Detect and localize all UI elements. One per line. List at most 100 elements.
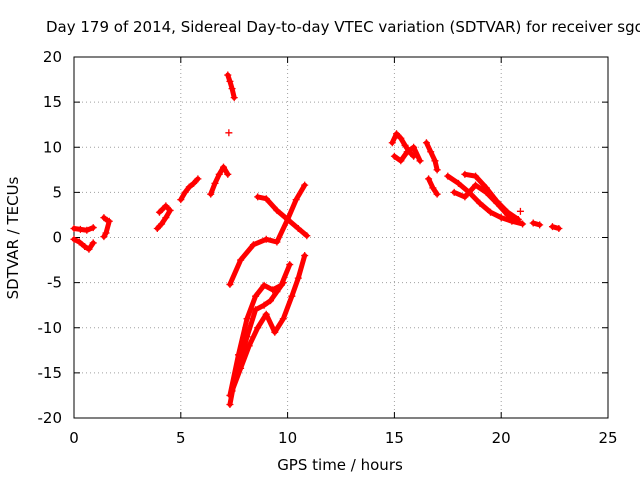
series-seg-t <box>461 170 522 223</box>
data-point-seg-r-5 <box>497 214 505 222</box>
data-point-seg-l-0 <box>226 391 234 399</box>
data-point-seg-w-0 <box>548 223 556 231</box>
data-point-seg-m-4 <box>262 310 270 318</box>
data-point-seg-e-1 <box>181 188 189 196</box>
y-tick-label-0: -20 <box>38 409 63 427</box>
data-point-seg-g-0 <box>224 71 232 79</box>
data-point-seg-f-0 <box>207 190 215 198</box>
data-point-seg-m-8 <box>294 274 302 282</box>
data-point-seg-g-3 <box>230 94 238 102</box>
data-point-seg-j-5 <box>303 232 311 240</box>
data-point-seg-m-3 <box>254 324 262 332</box>
y-tick-label-5: 5 <box>52 183 62 201</box>
data-point-seg-i-1 <box>237 256 245 264</box>
data-point-seg-t-2 <box>482 184 490 192</box>
data-point-seg-m-5 <box>271 328 279 336</box>
y-tick-label-7: 15 <box>43 93 62 111</box>
data-point-seg-v-1 <box>536 221 544 229</box>
series-seg-e <box>177 175 202 204</box>
data-point-seg-n-2 <box>397 134 405 142</box>
series-seg-m <box>228 252 309 395</box>
data-point-seg-j-1 <box>262 195 270 203</box>
data-point-seg-a-3 <box>89 224 97 232</box>
data-point-seg-f-4 <box>224 170 232 178</box>
data-point-seg-m-2 <box>245 342 253 350</box>
chart-title: Day 179 of 2014, Sidereal Day-to-day VTE… <box>46 18 640 36</box>
series-seg-a <box>70 224 97 234</box>
data-point-seg-r-0 <box>444 172 452 180</box>
data-point-seg-q-1 <box>429 184 437 192</box>
series-trace-seg-p <box>423 140 440 173</box>
data-point-seg-l-6 <box>277 281 285 289</box>
data-point-seg-d-0 <box>153 224 161 232</box>
data-point-seg-c-4 <box>100 233 108 241</box>
data-point-seg-p-1 <box>427 148 435 156</box>
data-point-seg-i-0 <box>226 280 234 288</box>
x-tick-label-5: 25 <box>598 429 617 447</box>
data-point-seg-n-0 <box>388 139 396 147</box>
data-point-seg-b-4 <box>89 239 97 247</box>
series-seg-h <box>225 129 233 137</box>
data-point-seg-i-3 <box>262 235 270 243</box>
data-point-seg-d-1 <box>158 220 166 228</box>
data-point-seg-b-0 <box>70 235 78 243</box>
data-point-seg-j-3 <box>284 215 292 223</box>
data-point-seg-j-2 <box>273 206 281 214</box>
data-point-seg-r-3 <box>476 199 484 207</box>
data-point-seg-q-0 <box>425 175 433 183</box>
data-point-seg-j-4 <box>294 224 302 232</box>
series-trace-seg-g <box>225 72 237 101</box>
series-seg-c <box>100 214 113 241</box>
data-point-seg-j-0 <box>254 193 262 201</box>
y-axis-label: SDTVAR / TECUs <box>4 176 22 299</box>
data-point-seg-d-3 <box>166 206 174 214</box>
data-point-seg-l-1 <box>234 351 242 359</box>
data-point-seg-o-1 <box>397 157 405 165</box>
data-point-seg-n-3 <box>401 141 409 149</box>
data-point-seg-o-0 <box>390 152 398 160</box>
series-seg-u <box>516 207 524 215</box>
series-seg-v <box>529 219 544 229</box>
data-point-seg-m-0 <box>228 387 236 395</box>
data-point-seg-r-7 <box>519 220 527 228</box>
data-point-seg-k-4 <box>252 306 260 314</box>
grid <box>74 57 608 418</box>
data-point-seg-a-0 <box>70 224 78 232</box>
series-seg-g <box>224 71 238 102</box>
data-point-seg-d-2 <box>162 214 170 222</box>
data-point-seg-e-4 <box>194 175 202 183</box>
y-tick-label-3: -5 <box>47 274 62 292</box>
data-point-seg-t-0 <box>461 170 469 178</box>
data-point-seg-g-1 <box>226 77 234 85</box>
data-point-seg-r-1 <box>454 179 462 187</box>
data-point-seg-l-3 <box>252 292 260 300</box>
series-seg-l <box>226 261 294 399</box>
data-series <box>70 71 563 408</box>
x-tick-label-4: 20 <box>492 429 511 447</box>
data-point-seg-a-1 <box>76 225 84 233</box>
data-point-seg-r-4 <box>487 208 495 216</box>
data-point-seg-a-2 <box>83 226 91 234</box>
data-point-seg-n-1 <box>393 130 401 138</box>
data-point-seg-m-1 <box>237 364 245 372</box>
data-point-seg-i-7 <box>301 181 309 189</box>
y-tick-label-4: 0 <box>52 229 62 247</box>
data-point-seg-l-7 <box>286 261 294 269</box>
data-point-seg-i-6 <box>292 196 300 204</box>
x-tick-label-1: 5 <box>176 429 186 447</box>
data-point-seg-w-1 <box>555 224 563 232</box>
data-point-seg-o-2 <box>403 148 411 156</box>
axis-ticks: 0 5 10 15 20 25 -20 -15 -10 -5 0 5 10 15 20 <box>38 48 618 447</box>
series-seg-d <box>153 202 174 232</box>
data-point-seg-b-2 <box>81 243 89 251</box>
data-point-seg-m-9 <box>301 252 309 260</box>
x-tick-label-2: 10 <box>278 429 297 447</box>
y-tick-label-6: 10 <box>43 138 62 156</box>
data-point-seg-b-3 <box>85 245 93 253</box>
data-point-seg-t-1 <box>472 172 480 180</box>
data-point-seg-b-1 <box>75 238 83 246</box>
data-point-seg-l-4 <box>260 281 268 289</box>
data-point-seg-i-4 <box>273 238 281 246</box>
